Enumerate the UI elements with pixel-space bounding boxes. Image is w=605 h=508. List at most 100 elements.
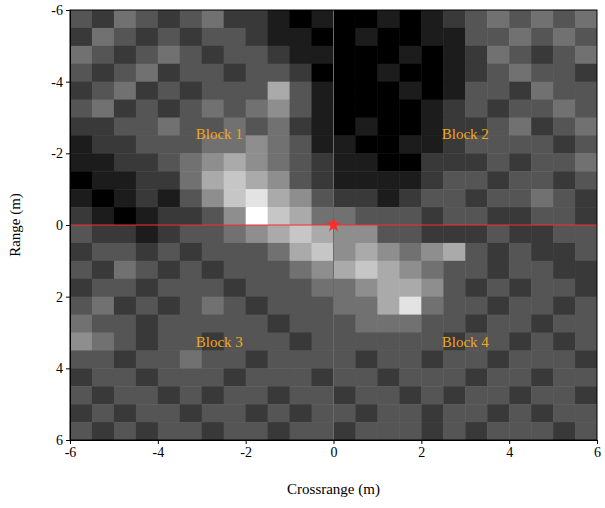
tick: -6 — [51, 3, 70, 18]
cell — [553, 64, 575, 82]
cell — [377, 64, 399, 82]
cell — [421, 189, 443, 207]
cell — [114, 10, 136, 28]
cell — [531, 315, 553, 333]
cell — [114, 153, 136, 171]
cell — [312, 135, 334, 153]
cell — [553, 333, 575, 351]
cell — [509, 404, 531, 422]
cell — [399, 386, 421, 404]
tick-mark — [66, 368, 70, 369]
cell — [399, 153, 421, 171]
cell — [312, 118, 334, 136]
cell — [202, 404, 224, 422]
cell — [509, 82, 531, 100]
cell — [377, 350, 399, 368]
cell — [202, 10, 224, 28]
cell — [70, 82, 92, 100]
cell — [202, 225, 224, 243]
cell — [575, 279, 597, 297]
cell — [290, 118, 312, 136]
cell — [575, 10, 597, 28]
cell — [334, 189, 356, 207]
cell — [355, 297, 377, 315]
cell — [575, 368, 597, 386]
cell — [70, 404, 92, 422]
tick-label: 0 — [331, 445, 338, 460]
cell — [136, 315, 158, 333]
cell — [421, 118, 443, 136]
cell — [377, 422, 399, 440]
cell — [246, 422, 268, 440]
cell — [421, 64, 443, 82]
cell — [114, 118, 136, 136]
cell — [575, 171, 597, 189]
cell — [70, 315, 92, 333]
tick-mark — [597, 440, 598, 444]
cell — [312, 28, 334, 46]
cell — [465, 64, 487, 82]
cell — [158, 207, 180, 225]
cell — [136, 28, 158, 46]
cell — [421, 422, 443, 440]
cell — [246, 100, 268, 118]
cell — [531, 46, 553, 64]
cell — [158, 404, 180, 422]
cell — [224, 153, 246, 171]
cell — [465, 207, 487, 225]
tick-mark — [334, 440, 335, 444]
cell — [377, 153, 399, 171]
cell — [334, 422, 356, 440]
cell — [290, 135, 312, 153]
cell — [290, 28, 312, 46]
cell — [575, 135, 597, 153]
cell — [246, 207, 268, 225]
cell — [136, 100, 158, 118]
cell — [224, 404, 246, 422]
cell — [246, 350, 268, 368]
cell — [487, 82, 509, 100]
cell — [246, 135, 268, 153]
cell — [312, 64, 334, 82]
cell — [136, 333, 158, 351]
cell — [465, 10, 487, 28]
cell — [290, 368, 312, 386]
cell — [421, 279, 443, 297]
cell — [553, 350, 575, 368]
cell — [92, 333, 114, 351]
cell — [399, 243, 421, 261]
cell — [355, 189, 377, 207]
cell — [487, 153, 509, 171]
cell — [531, 135, 553, 153]
cell — [268, 171, 290, 189]
cell — [136, 46, 158, 64]
cell — [443, 350, 465, 368]
tick: -6 — [65, 440, 77, 460]
cell — [553, 28, 575, 46]
tick-label: -2 — [240, 445, 252, 460]
cell — [70, 171, 92, 189]
cell — [70, 189, 92, 207]
cell — [509, 10, 531, 28]
cell — [290, 189, 312, 207]
cell — [399, 422, 421, 440]
cell — [70, 243, 92, 261]
cell — [487, 297, 509, 315]
cell — [224, 46, 246, 64]
block-label: Block 2 — [442, 126, 489, 142]
cell — [268, 189, 290, 207]
cell — [355, 279, 377, 297]
cell — [377, 82, 399, 100]
cell — [70, 333, 92, 351]
cell — [509, 189, 531, 207]
cell — [421, 350, 443, 368]
cell — [158, 261, 180, 279]
cell — [443, 153, 465, 171]
block-label: Block 3 — [196, 334, 243, 350]
cell — [334, 333, 356, 351]
cell — [377, 279, 399, 297]
cell — [487, 135, 509, 153]
cell — [575, 82, 597, 100]
cell — [92, 207, 114, 225]
cell — [399, 333, 421, 351]
